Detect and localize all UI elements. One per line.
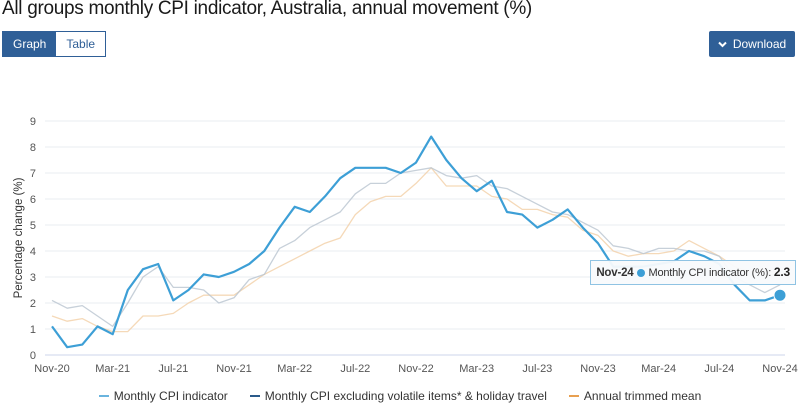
- view-toggle: Graph Table: [2, 31, 107, 57]
- y-tick-label: 4: [30, 246, 36, 258]
- x-tick-label: Jul-23: [522, 363, 552, 375]
- tab-graph[interactable]: Graph: [3, 32, 57, 56]
- legend: Monthly CPI indicator Monthly CPI exclud…: [0, 389, 800, 403]
- legend-item-monthly-cpi[interactable]: Monthly CPI indicator: [98, 389, 228, 403]
- download-button[interactable]: Download: [709, 31, 795, 57]
- y-tick-label: 8: [30, 142, 36, 154]
- x-tick-label: Nov-24: [762, 363, 797, 375]
- y-tick-label: 2: [30, 298, 36, 310]
- y-tick-label: 0: [30, 350, 36, 362]
- tooltip-label: Monthly CPI indicator (%):: [648, 267, 774, 279]
- x-tick-label: Jul-24: [704, 363, 734, 375]
- chevron-down-icon: [718, 41, 727, 47]
- x-tick-label: Jul-22: [340, 363, 370, 375]
- tooltip: Nov-24 Monthly CPI indicator (%): 2.3: [590, 260, 796, 285]
- x-tick-label: Mar-21: [95, 363, 130, 375]
- highlighted-point: [773, 288, 787, 302]
- page-title: All groups monthly CPI indicator, Austra…: [2, 0, 532, 19]
- legend-label: Annual trimmed mean: [583, 389, 702, 403]
- y-tick-label: 3: [30, 272, 36, 284]
- download-label: Download: [732, 37, 787, 51]
- x-tick-label: Mar-22: [277, 363, 312, 375]
- y-tick-label: 9: [30, 116, 36, 128]
- x-tick-label: Nov-20: [34, 363, 69, 375]
- y-tick-label: 6: [30, 194, 36, 206]
- series-line-3: [51, 167, 780, 333]
- legend-swatch: [568, 395, 579, 397]
- legend-item-excluding-volatile[interactable]: Monthly CPI excluding volatile items* & …: [249, 389, 547, 403]
- y-tick-label: 1: [30, 324, 36, 336]
- x-tick-label: Mar-24: [641, 363, 676, 375]
- tooltip-series-dot: [637, 269, 646, 277]
- legend-label: Monthly CPI excluding volatile items* & …: [264, 389, 547, 403]
- x-tick-label: Nov-23: [580, 363, 615, 375]
- legend-swatch: [249, 395, 260, 397]
- legend-item-trimmed-mean[interactable]: Annual trimmed mean: [568, 389, 702, 403]
- tab-table[interactable]: Table: [56, 32, 106, 56]
- y-tick-label: 5: [30, 220, 36, 232]
- series-line-2: [51, 167, 781, 328]
- legend-swatch: [98, 395, 109, 397]
- x-tick-label: Nov-21: [216, 363, 251, 375]
- x-tick-label: Jul-21: [158, 363, 188, 375]
- y-axis-label: Percentage change (%): [13, 177, 25, 298]
- x-tick-label: Nov-22: [398, 363, 433, 375]
- tooltip-date: Nov-24: [596, 267, 634, 279]
- y-tick-label: 7: [30, 168, 36, 180]
- legend-label: Monthly CPI indicator: [113, 389, 228, 403]
- x-tick-label: Mar-23: [459, 363, 494, 375]
- tooltip-value: 2.3: [773, 265, 790, 279]
